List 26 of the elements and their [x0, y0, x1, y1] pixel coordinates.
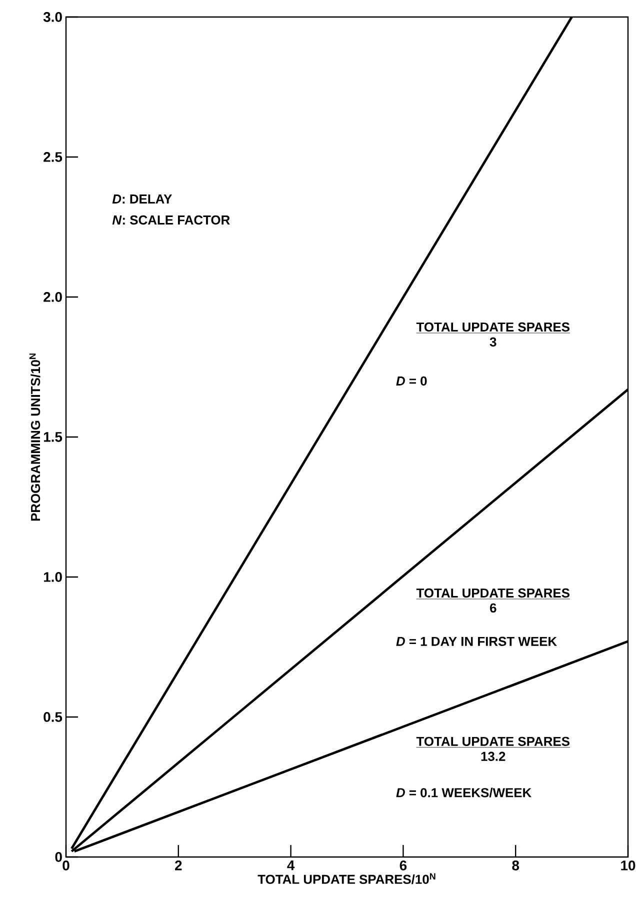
y-axis-title: PROGRAMMING UNITS/10$^{N}$ [29, 354, 40, 521]
y-tick-label: 2.0 [44, 292, 62, 302]
x-axis-title: TOTAL UPDATE SPARES/10$^{N}$ [258, 873, 436, 884]
annotation: 6 [490, 603, 496, 613]
x-tick-label: 4 [287, 860, 295, 870]
x-tick-label: 8 [512, 860, 520, 870]
y-tick-label: 0.5 [44, 712, 62, 722]
annotation: D = 1 DAY IN FIRST WEEK [396, 636, 557, 646]
annotation: TOTAL UPDATE SPARES [416, 736, 570, 746]
y-tick-label: 1.0 [44, 572, 62, 582]
annotation: D = 0 [396, 376, 427, 386]
annotation: TOTAL UPDATE SPARES [416, 322, 570, 332]
annotation: 3 [490, 337, 496, 347]
y-tick-label: 1.5 [44, 432, 62, 442]
y-tick-label: 3.0 [43, 12, 62, 22]
x-tick-label: 6 [400, 860, 407, 870]
y-tick-label: 2.5 [44, 152, 62, 162]
annotation: N: SCALE FACTOR [112, 215, 230, 225]
x-tick-label: 2 [175, 860, 182, 870]
x-tick-label: 0 [62, 860, 70, 870]
annotation: TOTAL UPDATE SPARES [416, 588, 570, 598]
annotation: 13.2 [481, 752, 506, 761]
annotation: D = 0.1 WEEKS/WEEK [396, 788, 532, 798]
annotation: D: DELAY [112, 194, 172, 204]
x-tick-label: 10 [621, 860, 636, 870]
y-tick-label: 0 [55, 852, 62, 862]
